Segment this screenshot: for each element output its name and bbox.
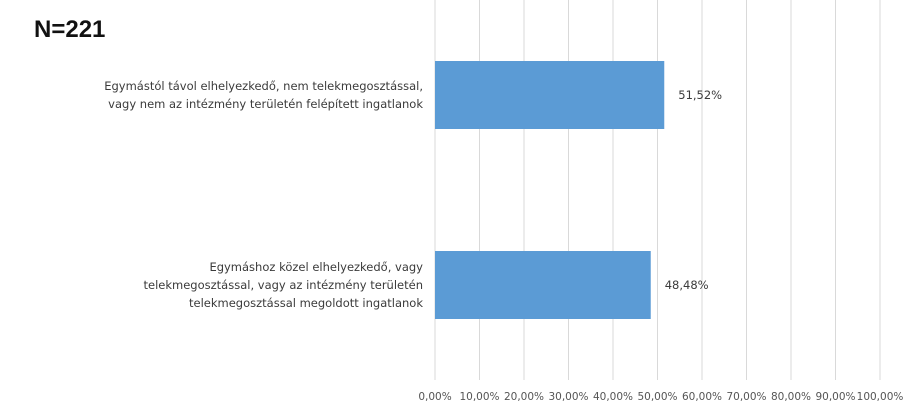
bar — [435, 61, 665, 129]
x-tick-label: 50,00% — [637, 391, 677, 403]
category-label: telekmegosztással, vagy az intézmény ter… — [144, 278, 423, 292]
category-label: Egymástól távol elhelyezkedő, nem telekm… — [104, 79, 423, 93]
x-tick-label: 10,00% — [459, 391, 499, 403]
x-tick-label: 20,00% — [504, 391, 544, 403]
x-tick-label: 80,00% — [771, 391, 811, 403]
x-tick-label: 30,00% — [548, 391, 588, 403]
x-tick-label: 0,00% — [418, 391, 451, 403]
sample-size-label: N=221 — [34, 16, 106, 43]
x-tick-label: 40,00% — [593, 391, 633, 403]
category-label: telekmegosztással megoldott ingatlanok — [189, 296, 423, 310]
x-tick-label: 70,00% — [726, 391, 766, 403]
data-label: 48,48% — [665, 278, 709, 292]
x-tick-label: 90,00% — [815, 391, 855, 403]
x-tick-label: 60,00% — [682, 391, 722, 403]
x-tick-label: 100,00% — [857, 391, 904, 403]
category-label: Egymáshoz közel elhelyezkedő, vagy — [209, 260, 423, 274]
category-label: vagy nem az intézmény területén felépíte… — [108, 97, 423, 111]
data-label: 51,52% — [678, 88, 722, 102]
bar — [435, 251, 651, 319]
